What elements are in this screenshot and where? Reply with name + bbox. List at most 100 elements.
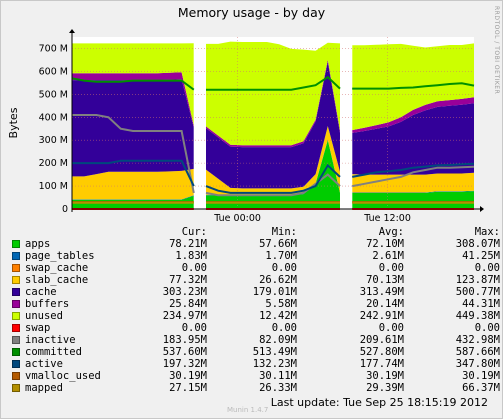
legend-entry-apps: apps bbox=[12, 238, 117, 250]
legend-value-max: 123.87M bbox=[455, 274, 500, 286]
legend-entry-committed: committed bbox=[12, 346, 117, 358]
legend-value-min: 26.33M bbox=[259, 382, 297, 394]
legend-value-min: 82.09M bbox=[259, 334, 297, 346]
legend-value-min: 0.00 bbox=[271, 322, 297, 334]
legend-entry-inactive: inactive bbox=[12, 334, 117, 346]
legend-value-cur: 0.00 bbox=[181, 322, 207, 334]
legend-value-cur: 77.32M bbox=[169, 274, 207, 286]
legend-value-max: 308.07M bbox=[455, 238, 500, 250]
legend-swatch bbox=[12, 312, 20, 320]
legend-entry-swap_cache: swap_cache bbox=[12, 262, 117, 274]
legend-value-cur: 197.32M bbox=[162, 358, 207, 370]
legend-header-max: Max: bbox=[474, 226, 500, 238]
legend-body: apps 78.21M 57.66M 72.10M 308.07M page_tables… bbox=[12, 238, 500, 394]
legend-swatch bbox=[12, 288, 20, 296]
chart-area: 0 100 M 200 M 300 M 400 M 500 M 600 M 700 M Tue … bbox=[7, 29, 484, 224]
y-tick-label: 400 M bbox=[39, 112, 68, 123]
y-tick-label: 100 M bbox=[39, 181, 68, 192]
legend-value-min: 1.70M bbox=[265, 250, 297, 262]
legend-row: swap_cache 0.00 0.00 0.00 0.00 bbox=[12, 262, 500, 274]
legend-swatch bbox=[12, 372, 20, 380]
legend-value-cur: 27.15M bbox=[169, 382, 207, 394]
legend-entry-unused: unused bbox=[12, 310, 117, 322]
legend-swatch bbox=[12, 264, 20, 272]
legend-value-max: 0.00 bbox=[474, 322, 500, 334]
line-committed bbox=[352, 82, 475, 90]
legend-value-min: 30.11M bbox=[259, 370, 297, 382]
legend-value-avg: 2.61M bbox=[372, 250, 404, 262]
no-data-gap bbox=[193, 37, 206, 209]
legend-value-cur: 78.21M bbox=[169, 238, 207, 250]
legend-value-max: 347.80M bbox=[455, 358, 500, 370]
legend-row: buffers 25.84M 5.58M 20.14M 44.31M bbox=[12, 298, 500, 310]
x-tick-label: Tue 12:00 bbox=[363, 213, 411, 224]
legend-row: unused 234.97M 12.42M 242.91M 449.38M bbox=[12, 310, 500, 322]
line-active bbox=[352, 162, 475, 178]
legend-entry-vmalloc_used: vmalloc_used bbox=[12, 370, 117, 382]
legend-row: active 197.32M 132.23M 177.74M 347.80M bbox=[12, 358, 500, 370]
legend-value-avg: 20.14M bbox=[366, 298, 404, 310]
line-active bbox=[72, 159, 195, 187]
area-page_tables bbox=[352, 190, 474, 193]
legend-label: inactive bbox=[25, 334, 76, 346]
legend-swatch bbox=[12, 348, 20, 356]
legend-value-min: 57.66M bbox=[259, 238, 297, 250]
legend-label: unused bbox=[25, 310, 63, 322]
legend-swatch bbox=[12, 276, 20, 284]
y-axis-label: Bytes bbox=[7, 107, 20, 138]
legend-value-avg: 30.19M bbox=[366, 370, 404, 382]
legend-label: cache bbox=[25, 286, 57, 298]
area-unused bbox=[72, 43, 194, 126]
legend-label: swap_cache bbox=[25, 262, 89, 274]
legend-value-cur: 303.23M bbox=[162, 286, 207, 298]
legend-row: apps 78.21M 57.66M 72.10M 308.07M bbox=[12, 238, 500, 250]
legend-value-min: 12.42M bbox=[259, 310, 297, 322]
area-cache bbox=[206, 61, 340, 189]
legend-value-min: 26.62M bbox=[259, 274, 297, 286]
legend-value-cur: 537.60M bbox=[162, 346, 207, 358]
legend-label: vmalloc_used bbox=[25, 370, 101, 382]
legend-value-max: 500.77M bbox=[455, 286, 500, 298]
legend-swatch bbox=[12, 252, 20, 260]
legend-value-cur: 234.97M bbox=[162, 310, 207, 322]
legend-swatch bbox=[12, 300, 20, 308]
legend-swatch bbox=[12, 384, 20, 392]
legend-swatch bbox=[12, 324, 20, 332]
legend-swatch bbox=[12, 336, 20, 344]
legend-value-avg: 177.74M bbox=[359, 358, 404, 370]
legend-label: active bbox=[25, 358, 63, 370]
legend-row: swap 0.00 0.00 0.00 0.00 bbox=[12, 322, 500, 334]
legend-value-max: 44.31M bbox=[462, 298, 500, 310]
legend-header-min: Min: bbox=[271, 226, 297, 238]
legend-value-min: 179.01M bbox=[252, 286, 297, 298]
legend-value-max: 432.98M bbox=[455, 334, 500, 346]
y-axis-arrow bbox=[69, 29, 75, 33]
legend-value-cur: 183.95M bbox=[162, 334, 207, 346]
area-slab_cache bbox=[72, 168, 194, 200]
y-tick-label: 0 bbox=[62, 204, 68, 215]
no-data-gap bbox=[340, 37, 353, 209]
legend-value-min: 132.23M bbox=[252, 358, 297, 370]
legend-value-cur: 25.84M bbox=[169, 298, 207, 310]
area-buffers bbox=[72, 72, 194, 128]
legend-value-avg: 527.80M bbox=[359, 346, 404, 358]
x-axis-arrow bbox=[480, 206, 484, 212]
chart-title: Memory usage - by day bbox=[177, 5, 326, 20]
legend-header-avg: Avg: bbox=[378, 226, 404, 238]
legend-label: committed bbox=[25, 346, 82, 358]
line-active bbox=[205, 163, 341, 194]
legend-entry-active: active bbox=[12, 358, 117, 370]
legend-value-avg: 0.00 bbox=[378, 262, 404, 274]
x-tick-label: Tue 00:00 bbox=[213, 213, 261, 224]
legend-value-cur: 0.00 bbox=[181, 262, 207, 274]
legend-value-avg: 29.39M bbox=[366, 382, 404, 394]
legend-value-avg: 72.10M bbox=[366, 238, 404, 250]
legend-value-cur: 1.83M bbox=[175, 250, 207, 262]
legend-table: Cur: Min: Avg: Max: apps 78.21M 57.66M 72.1… bbox=[12, 226, 500, 394]
legend-label: page_tables bbox=[25, 250, 95, 262]
legend-label: apps bbox=[25, 238, 51, 250]
y-tick-label: 300 M bbox=[39, 135, 68, 146]
area-apps bbox=[352, 191, 474, 209]
last-update: Last update: Tue Sep 25 18:15:19 2012 bbox=[270, 396, 488, 409]
legend-value-max: 449.38M bbox=[455, 310, 500, 322]
